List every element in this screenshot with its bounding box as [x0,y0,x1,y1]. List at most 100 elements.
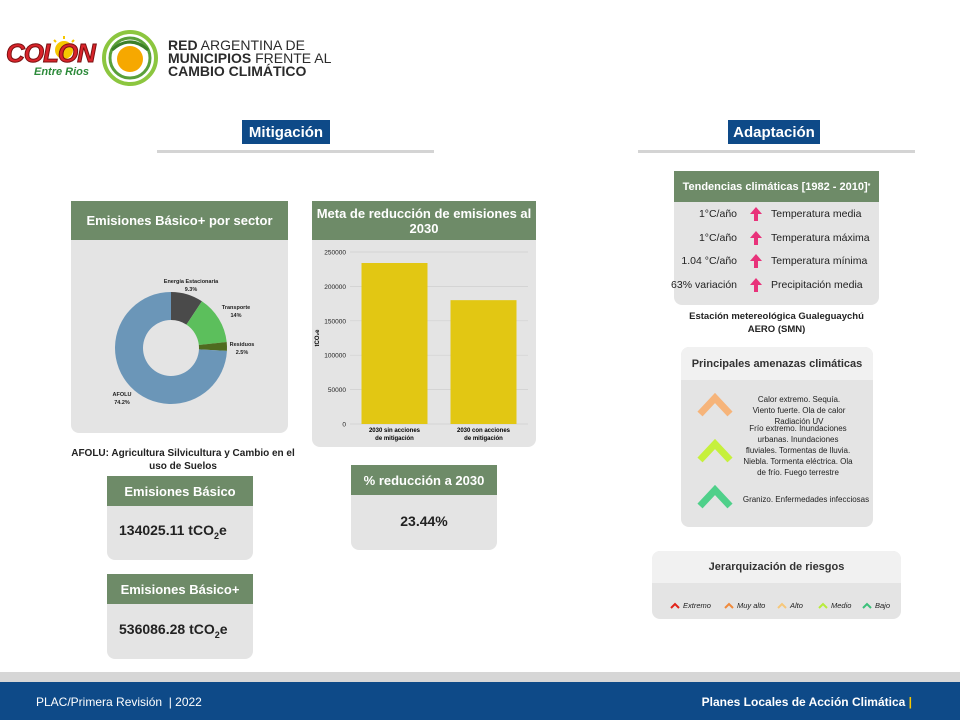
y-tick-label: 0 [342,422,346,429]
donut-card: Energía Estacionaria 9.3% Transporte 14% R… [71,240,288,433]
donut-label-energia: Energía Estacionaria 9.3% [163,279,219,293]
adaptacion-title: Adaptación [728,120,820,144]
y-tick-label: 250000 [324,250,346,257]
tendencias-sup: * [867,183,871,190]
arrow-up-icon [750,277,762,292]
ramcc-line1-rest: ARGENTINA DE [197,37,305,53]
arrow-up-icon [750,254,762,268]
legend-item: Muy alto [724,601,765,610]
trend-row: 63% variación Precipitación media [671,275,880,297]
legend-label: Bajo [875,601,891,610]
logo-colon-title: COLON [6,38,97,69]
donut-slice-1 [186,301,227,346]
donut-card-header: Emisiones Básico+ por sector [71,201,288,240]
meta-card: 0 50000 100000 150000 200000 250000 tCO₂e 2030 … [312,240,536,447]
jerarquizacion-card: Jerarquización de riesgos Extremo Muy alt… [652,551,901,619]
donut-label-transporte: Transporte 14% [221,305,251,319]
amenaza-item: Frío extremo. Inundaciones urbanas. Inun… [743,424,853,477]
adaptacion-divider [638,150,915,153]
logo-ramcc-text: RED ARGENTINA DE MUNICIPIOS FRENTE AL CA… [168,37,332,79]
logo-ramcc-icon [102,30,158,86]
basico-card: 134025.11 tCO2e [107,506,253,560]
footer-bar: PLAC/Primera Revisión | 2022 Planes Loca… [0,682,960,720]
donut-slice-0 [171,292,202,325]
basico-plus-header: Emisiones Básico+ [107,574,253,604]
donut-slice-3 [115,292,227,404]
meta-card-header: Meta de reducción de emisiones al 2030 [312,201,536,240]
tendencias-header: Tendencias climáticas [1982 - 2010] * [674,171,879,202]
chevron-up-icon [697,438,733,463]
ramcc-line2-bold: MUNICIPIOS [168,50,252,66]
reduccion-value: 23.44% [400,513,448,529]
chevron-up-icon [697,392,733,417]
trend-name: Temperatura máxima [771,231,870,244]
amenazas-card: Principales amenazas climáticas Calor ex… [681,347,873,527]
chevron-up-icon [862,602,872,609]
basico-plus-card: 536086.28 tCO2e [107,604,253,659]
arrow-up-icon [750,207,762,221]
donut-label-residuos: Residuos 2.5% [229,342,255,356]
chevron-up-icon [724,602,734,609]
x-tick-label: 2030 con acciones [457,428,511,434]
chevron-up-icon [697,484,733,509]
donut-label-afolu: AFOLU 74.2% [112,392,132,406]
logo-colon-subtitle: Entre Rios [34,66,90,78]
legend-label: Medio [831,601,852,610]
bar-1 [450,300,517,424]
footer-right-text: Planes Locales de Acción Climática | [701,695,912,709]
trend-value: 1°C/año [698,231,737,244]
trend-name: Temperatura mínima [771,255,868,267]
legend-item: Extremo [670,601,711,610]
legend-item: Alto [777,601,803,610]
station-text: Estación metereológica Gualeguaychú AERO… [689,311,864,335]
bar-chart: 0 50000 100000 150000 200000 250000 tCO₂e 2030 … [315,250,528,442]
logo-colon-graphic [53,36,75,59]
y-axis-label: tCO₂e [315,329,321,347]
jerarquizacion-header: Jerarquización de riesgos [652,551,901,583]
reduccion-header: % reducción a 2030 [351,465,497,495]
tendencias-card: 1°C/año Temperatura media 1°C/año Tempera… [671,202,880,305]
ramcc-line3: CAMBIO CLIMÁTICO [168,63,307,79]
ramcc-line2-rest: FRENTE AL [251,50,332,66]
x-tick-label: 2030 sin acciones [369,428,421,434]
y-tick-label: 50000 [328,387,346,394]
reduccion-card: 23.44% [351,495,497,550]
y-tick-label: 100000 [324,353,346,360]
basico-value: 134025.11 tCO2e [119,522,227,541]
legend-item: Bajo [862,601,890,610]
trend-row: 1.04 °C/año Temperatura mínima [674,251,880,273]
logo-colon: COLON Entre Rios [6,34,98,84]
amenaza-item: Granizo. Enfermedades infecciosas [742,495,870,504]
x-tick-label: de mitigación [464,436,503,442]
legend-label: Alto [790,601,803,610]
mitigacion-divider [157,150,434,153]
chevron-up-icon [818,602,828,609]
y-tick-label: 150000 [324,318,346,325]
legend-label: Muy alto [737,601,766,610]
legend-item: Medio [818,601,851,610]
trend-value: 63% variación [671,278,737,291]
chevron-up-icon [777,602,787,609]
trend-row: 1°C/año Temperatura media [674,204,880,226]
afolu-footnote: AFOLU: Agricultura Silvicultura y Cambio… [71,448,295,472]
donut-chart [115,292,227,404]
mitigacion-title: Mitigación [242,120,330,144]
amenazas-header: Principales amenazas climáticas [681,347,873,380]
amenaza-item: Calor extremo. Sequía. Viento fuerte. Ol… [752,395,846,426]
chevron-up-icon [670,602,680,609]
ramcc-line1-bold: RED [168,37,198,53]
tendencias-title: Tendencias climáticas [1982 - 2010] [682,180,868,193]
legend-label: Extremo [683,601,711,610]
y-tick-label: 200000 [324,284,346,291]
trend-row: 1°C/año Temperatura máxima [674,228,880,250]
trend-name: Temperatura media [771,208,862,220]
x-tick-label: de mitigación [375,436,414,442]
bar-0 [361,263,428,424]
basico-header: Emisiones Básico [107,476,253,506]
donut-slice-2 [198,342,227,351]
arrow-up-icon [750,230,762,245]
basico-plus-value: 536086.28 tCO2e [119,621,228,640]
trend-name: Precipitación media [771,278,863,291]
footer-left-text: PLAC/Primera Revisión | 2022 [36,695,202,709]
footer-top-band [0,672,960,682]
